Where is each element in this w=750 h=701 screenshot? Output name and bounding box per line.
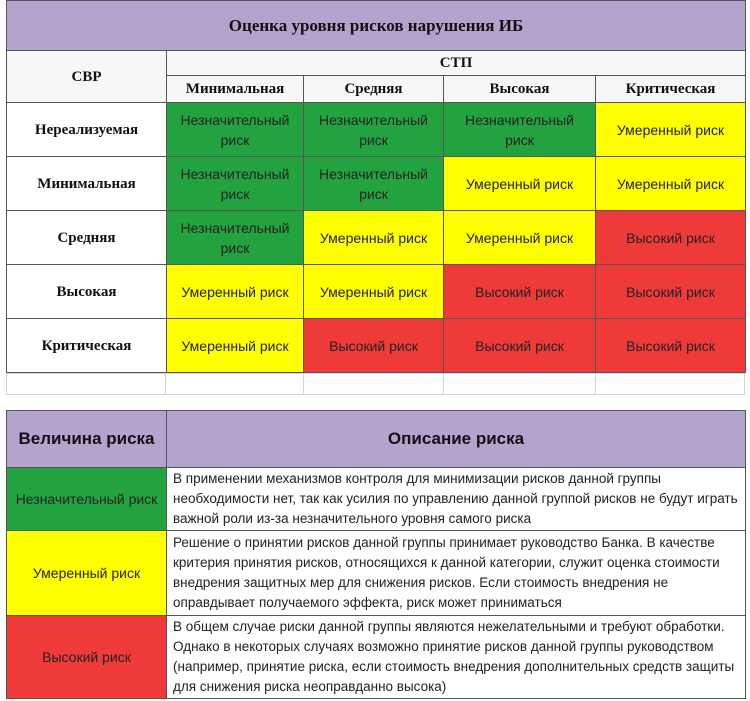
risk-description: Решение о принятии рисков данной группы … xyxy=(166,530,746,616)
column-label: Критическая xyxy=(595,75,746,103)
risk-cell: Высокий риск xyxy=(595,318,746,373)
column-label: Высокая xyxy=(443,75,596,103)
risk-description: В применении механизмов контроля для мин… xyxy=(166,467,746,531)
column-label: Средняя xyxy=(303,75,444,103)
risk-cell: Высокий риск xyxy=(595,264,746,319)
row-label: Средняя xyxy=(6,210,167,265)
risk-cell: Незначительный риск xyxy=(166,102,304,157)
empty-cell xyxy=(6,373,166,395)
empty-cell xyxy=(165,373,304,395)
table-header: Описание риска xyxy=(166,410,746,468)
matrix-title: Оценка уровня рисков нарушения ИБ xyxy=(6,0,746,51)
risk-cell: Высокий риск xyxy=(443,318,596,373)
row-label: Критическая xyxy=(6,318,167,373)
risk-cell: Высокий риск xyxy=(303,318,444,373)
table-header: Величина риска xyxy=(6,410,167,468)
risk-cell: Умеренный риск xyxy=(303,210,444,265)
row-label: Высокая xyxy=(6,264,167,319)
risk-cell: Умеренный риск xyxy=(443,210,596,265)
risk-level: Незначительный риск xyxy=(6,467,167,531)
row-label: Минимальная xyxy=(6,156,167,211)
column-label: Минимальная xyxy=(166,75,304,103)
risk-cell: Высокий риск xyxy=(595,210,746,265)
risk-cell: Умеренный риск xyxy=(166,264,304,319)
risk-cell: Высокий риск xyxy=(443,264,596,319)
risk-cell: Незначительный риск xyxy=(166,210,304,265)
risk-level: Высокий риск xyxy=(6,615,167,699)
risk-cell: Незначительный риск xyxy=(303,102,444,157)
empty-cell xyxy=(303,373,444,395)
risk-cell: Умеренный риск xyxy=(166,318,304,373)
risk-description: В общем случае риски данной группы являю… xyxy=(166,615,746,699)
risk-cell: Умеренный риск xyxy=(595,156,746,211)
risk-cell: Умеренный риск xyxy=(595,102,746,157)
risk-level: Умеренный риск xyxy=(6,530,167,616)
risk-cell: Незначительный риск xyxy=(166,156,304,211)
empty-cell xyxy=(595,373,745,395)
column-header: СТП xyxy=(166,50,746,76)
row-label: Нереализуемая xyxy=(6,102,167,157)
risk-cell: Незначительный риск xyxy=(303,156,444,211)
row-header: СВР xyxy=(6,50,167,103)
risk-cell: Незначительный риск xyxy=(443,102,596,157)
risk-cell: Умеренный риск xyxy=(303,264,444,319)
empty-cell xyxy=(443,373,596,395)
risk-cell: Умеренный риск xyxy=(443,156,596,211)
